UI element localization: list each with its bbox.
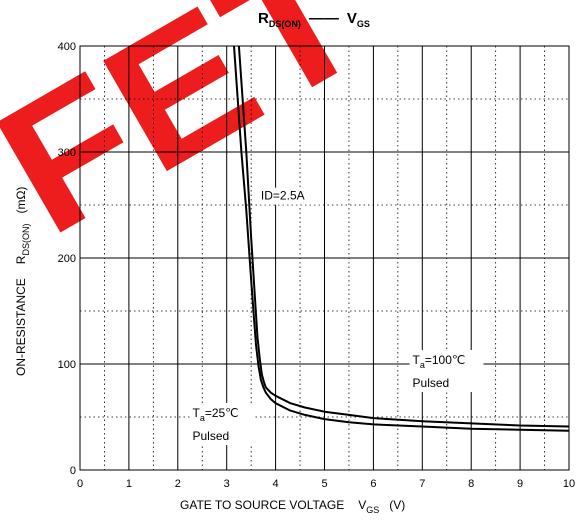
x-tick-labels: 0 1 2 3 4 5 6 7 8 9 10 [77,478,575,490]
x-tick-label: 7 [419,478,425,490]
t100-pulsed-label: Pulsed [413,376,450,390]
x-axis-title-text: GATE TO SOURCE VOLTAGE [180,498,344,512]
x-tick-label: 2 [175,478,181,490]
x-tick-label: 6 [370,478,376,490]
t100-label: Ta=100℃ [413,353,466,370]
x-tick-label: 4 [273,478,279,490]
y-tick-label: 400 [58,41,76,53]
y-axis-symbol: R [14,255,28,264]
x-axis-unit: (V) [389,498,405,512]
t25-label-background [189,403,254,445]
x-tick-label: 8 [468,478,474,490]
y-tick-labels: 0 100 200 300 400 [58,41,76,477]
series-line-2 [237,46,569,428]
y-axis-unit: (mΩ) [14,187,28,214]
x-axis-symbol: V [358,498,366,512]
x-tick-label: 9 [517,478,523,490]
title-main-sub: DS(ON) [269,19,301,29]
t25-label: Ta=25℃ [192,406,238,423]
title-sep: —— [309,10,339,27]
x-axis-symbol-sub: GS [366,505,379,515]
y-tick-label: 200 [58,253,76,265]
t25-pulsed-label: Pulsed [192,429,229,443]
series-layer [233,46,569,432]
y-axis-title: ON-RESISTANCE RDS(ON) (mΩ) [14,187,31,376]
chart-title: RDS(ON) —— VGS [258,10,370,29]
x-tick-label: 10 [563,478,575,490]
plot-frame [79,45,570,471]
y-axis-title-text: ON-RESISTANCE [14,278,28,376]
y-tick-label: 100 [58,359,76,371]
id-label-background [257,187,320,205]
annotations: ID=2.5A Ta=25℃ Pulsed Ta=100℃ Pulsed [189,187,484,445]
id-label: ID=2.5A [261,189,305,203]
x-tick-label: 1 [126,478,132,490]
series-line-1 [233,46,569,432]
title-second: V [347,10,357,27]
x-axis-title: GATE TO SOURCE VOLTAGE VGS (V) [180,498,405,515]
x-tick-label: 5 [321,478,327,490]
title-second-sub: GS [357,19,370,29]
grid [80,46,569,470]
t100-label-background [409,350,484,392]
x-tick-label: 3 [224,478,230,490]
title-main: R [258,10,269,27]
x-tick-label: 0 [77,478,83,490]
y-tick-label: 300 [58,147,76,159]
y-axis-symbol-sub: DS(ON) [21,224,31,256]
y-tick-label: 0 [70,465,76,477]
